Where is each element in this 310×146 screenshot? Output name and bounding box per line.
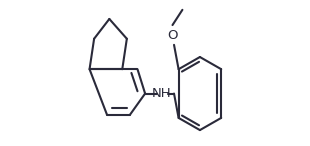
Text: NH: NH bbox=[152, 87, 172, 100]
Text: O: O bbox=[167, 29, 178, 42]
